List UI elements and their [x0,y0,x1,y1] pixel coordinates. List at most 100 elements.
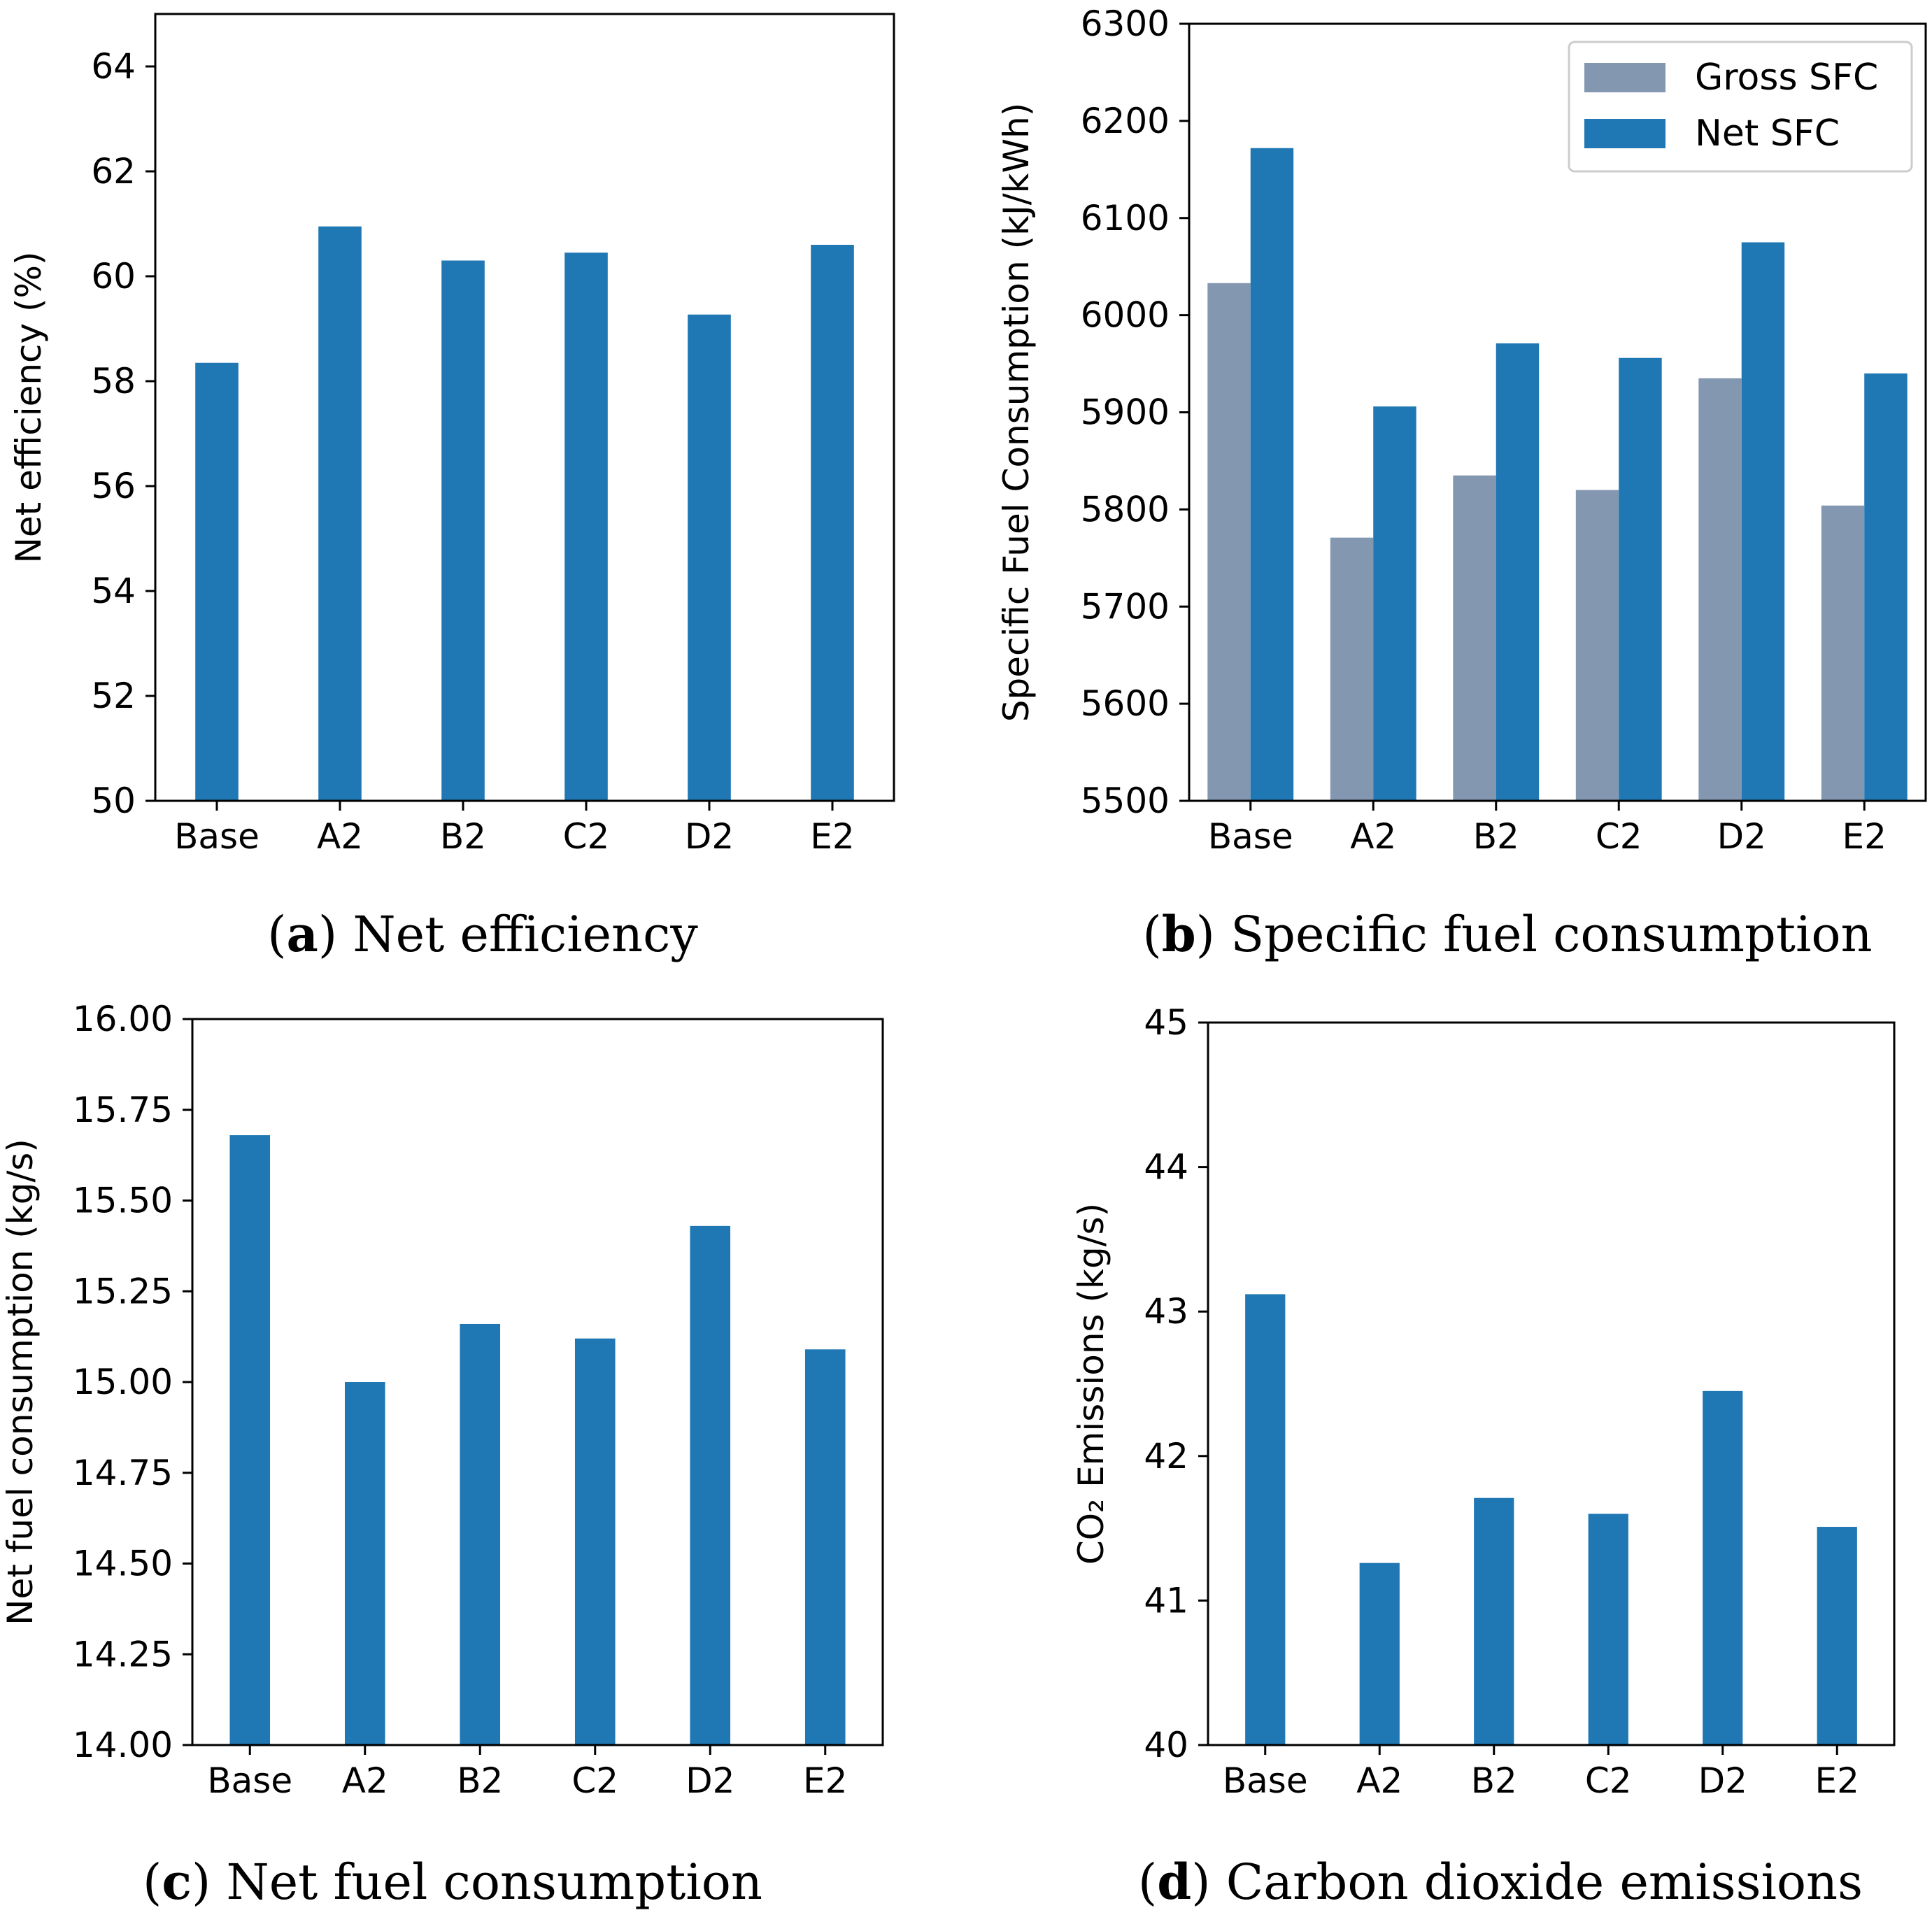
caption-d: (d) Carbon dioxide emissions [1138,1853,1863,1911]
xtick-label-b-b2: B2 [1473,816,1519,857]
bar-b-net-sfc-d2 [1741,242,1785,801]
bar-b-net-sfc-a2 [1373,406,1416,801]
ytick-label-d: 44 [1144,1147,1188,1188]
bar-b-gross-sfc-b2 [1453,475,1496,801]
caption-c: (c) Net fuel consumption [143,1853,762,1911]
xtick-label-b-base: Base [1208,816,1293,857]
bar-d-co2-emissions-base [1245,1294,1286,1745]
caption-b: (b) Specific fuel consumption [1142,905,1872,963]
plot-frame-c [191,1018,884,1746]
bar-a-net-efficiency-base [195,362,239,801]
legend-b: Gross SFC Net SFC [1568,41,1913,173]
ytick-label-b: 5700 [1081,586,1170,627]
ytick-label-b: 5600 [1081,683,1170,724]
bar-c-net-fuel-consumption-d2 [690,1225,731,1745]
xtick-label-a-b2: B2 [440,816,486,857]
bar-d-co2-emissions-c2 [1588,1514,1628,1745]
plot-frame-d [1207,1021,1896,1746]
xtick-label-b-e2: E2 [1842,816,1887,857]
xtick-label-c-base: Base [207,1760,292,1801]
legend-label-net-sfc: Net SFC [1695,113,1840,155]
xtick-label-d-base: Base [1223,1760,1308,1801]
ytick-label-d: 45 [1144,1002,1188,1043]
xtick-label-c-a2: A2 [342,1760,388,1801]
bar-c-net-fuel-consumption-a2 [344,1382,385,1745]
bar-c-net-fuel-consumption-base [229,1135,271,1745]
xtick-label-c-e2: E2 [803,1760,847,1801]
ytick-label-c: 14.25 [73,1634,173,1674]
ytick-label-c: 15.00 [73,1362,173,1402]
xtick-label-d-b2: B2 [1471,1760,1517,1801]
chart-a: 50 52 54 56 58 60 62 64 Base A2 B2 C2 D2 E2 Net effici… [8,13,895,963]
caption-a: (a) Net efficiency [267,905,698,963]
ytick-label-a: 54 [91,571,136,611]
ylabel-d: CO₂ Emissions (kg/s) [1071,1203,1111,1565]
bar-a-net-efficiency-e2 [811,245,854,801]
ytick-label-a: 58 [91,361,136,401]
xtick-label-d-e2: E2 [1815,1760,1859,1801]
ytick-label-d: 43 [1144,1291,1188,1332]
ytick-label-b: 6000 [1081,295,1170,336]
xtick-label-d-d2: D2 [1698,1760,1747,1801]
bar-b-gross-sfc-e2 [1821,505,1865,801]
xtick-label-c-d2: D2 [686,1760,734,1801]
bar-b-gross-sfc-c2 [1575,490,1619,801]
ylabel-b: Specific Fuel Consumption (kJ/kWh) [996,103,1037,722]
chart-d: 40 41 42 43 44 45 Base A2 B2 C2 D2 E2 CO₂ Emissions … [1071,1002,1896,1911]
bar-a-net-efficiency-b2 [441,260,485,801]
legend-swatch-net-sfc [1584,119,1665,148]
ytick-label-a: 62 [91,151,136,192]
ytick-label-c: 14.75 [73,1453,173,1493]
bar-a-net-efficiency-c2 [564,252,608,801]
ytick-label-c: 14.50 [73,1544,173,1584]
bar-d-co2-emissions-d2 [1703,1390,1743,1745]
ytick-label-a: 56 [91,466,136,506]
ytick-label-d: 40 [1144,1725,1188,1765]
xtick-label-b-d2: D2 [1717,816,1766,857]
plot-frame-a [154,13,895,802]
ytick-label-b: 6300 [1081,3,1170,44]
bar-c-net-fuel-consumption-b2 [460,1323,501,1745]
xtick-label-d-a2: A2 [1356,1760,1402,1801]
ytick-label-d: 42 [1144,1436,1188,1476]
bar-d-co2-emissions-b2 [1474,1497,1514,1745]
bar-b-net-sfc-c2 [1619,357,1662,802]
ytick-label-c: 15.50 [73,1181,173,1221]
xtick-label-b-a2: A2 [1350,816,1396,857]
legend-swatch-gross-sfc [1584,63,1665,92]
ytick-label-b: 5500 [1081,781,1170,821]
ytick-label-c: 15.25 [73,1271,173,1311]
ytick-label-a: 50 [91,781,136,821]
ytick-label-a: 64 [91,46,136,87]
xtick-label-a-c2: C2 [563,816,610,857]
ytick-label-c: 14.00 [73,1725,173,1765]
ylabel-c: Net fuel consumption (kg/s) [0,1139,41,1625]
ytick-label-a: 52 [91,676,136,716]
bar-c-net-fuel-consumption-c2 [574,1338,616,1745]
bar-a-net-efficiency-a2 [318,226,362,801]
ytick-label-b: 6100 [1081,198,1170,239]
bar-b-gross-sfc-a2 [1330,537,1374,801]
xtick-label-a-a2: A2 [317,816,363,857]
bar-b-net-sfc-base [1250,148,1294,801]
bar-b-net-sfc-e2 [1864,373,1908,801]
ytick-label-c: 15.75 [73,1090,173,1130]
xtick-label-a-e2: E2 [810,816,854,857]
bar-d-co2-emissions-e2 [1817,1527,1857,1745]
ytick-label-d: 41 [1144,1580,1188,1621]
bar-a-net-efficiency-d2 [688,314,731,801]
bar-b-gross-sfc-d2 [1698,378,1742,801]
ytick-label-b: 5900 [1081,392,1170,433]
ytick-label-b: 6200 [1081,101,1170,141]
bar-d-co2-emissions-a2 [1359,1562,1400,1745]
xtick-label-c-c2: C2 [571,1760,618,1801]
chart-b: 5500 5600 5700 5800 5900 6000 6100 6200 6300 Base… [996,3,1927,963]
xtick-label-d-c2: C2 [1585,1760,1632,1801]
ytick-label-b: 5800 [1081,489,1170,529]
bar-c-net-fuel-consumption-e2 [804,1349,846,1745]
ylabel-a: Net efficiency (%) [8,251,49,563]
ytick-label-a: 60 [91,256,136,297]
bar-b-net-sfc-b2 [1496,343,1540,801]
xtick-label-a-d2: D2 [685,816,734,857]
